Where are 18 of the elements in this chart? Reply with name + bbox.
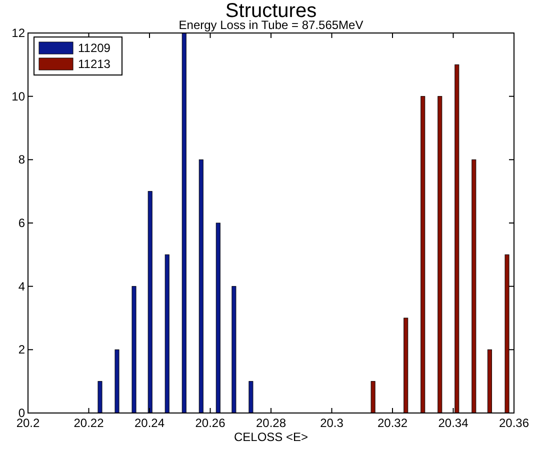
- x-tick-label: 20.34: [438, 416, 469, 430]
- legend-label: 11209: [78, 41, 111, 55]
- x-tick-label: 20.26: [195, 416, 226, 430]
- x-tick-label: 20.22: [74, 416, 104, 430]
- x-tick-label: 20.36: [498, 416, 530, 430]
- x-tick-label: 20.28: [256, 416, 286, 430]
- y-tick-label: 6: [18, 216, 26, 230]
- y-tick-label: 8: [18, 152, 26, 167]
- x-tick-label: 20.32: [377, 416, 408, 430]
- chart-subtitle: Energy Loss in Tube = 87.565MeV: [178, 18, 364, 32]
- y-tick-label: 10: [12, 89, 26, 104]
- y-tick-label: 4: [18, 279, 26, 294]
- x-tick-label: 20.3: [320, 416, 344, 430]
- x-tick-label: 20.24: [134, 416, 165, 430]
- y-tick-label: 12: [12, 26, 26, 40]
- legend-label: 11213: [78, 57, 111, 71]
- y-tick-label: 2: [18, 342, 26, 357]
- x-axis-title: CELOSS <E>: [234, 430, 308, 444]
